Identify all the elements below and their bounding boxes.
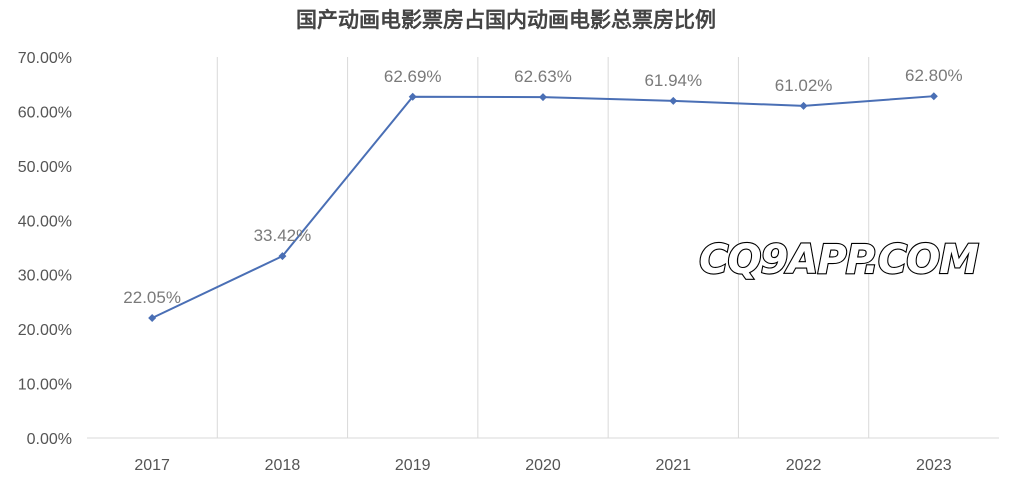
x-tick-label: 2022 <box>786 457 822 474</box>
series <box>148 92 938 322</box>
data-point <box>669 96 678 105</box>
x-tick-label: 2020 <box>525 457 561 474</box>
x-tick-label: 2019 <box>395 457 431 474</box>
x-tick-label: 2017 <box>134 457 170 474</box>
grid <box>87 57 999 439</box>
y-tick-label: 70.00% <box>18 50 72 67</box>
series-line <box>151 95 934 319</box>
watermark: CQ9APP.COM <box>699 237 978 283</box>
data-point <box>278 252 287 261</box>
y-tick-label: 10.00% <box>18 377 72 394</box>
x-tick-label: 2018 <box>265 457 301 474</box>
x-tick-label: 2023 <box>916 457 952 474</box>
y-axis: 0.00% 10.00% 20.00% 30.00% 40.00% 50.00% 60.00… <box>18 50 72 448</box>
y-tick-label: 50.00% <box>18 159 72 176</box>
y-tick-label: 20.00% <box>18 322 72 339</box>
y-tick-label: 0.00% <box>27 431 72 448</box>
data-point <box>799 101 808 110</box>
data-label: 22.05% <box>123 288 181 307</box>
x-tick-label: 2021 <box>655 457 691 474</box>
x-axis: 2017 2018 2019 2020 2021 2022 2023 <box>134 457 951 474</box>
chart-title: 国产动画电影票房占国内动画电影总票房比例 <box>296 7 716 32</box>
data-point <box>148 313 157 322</box>
y-tick-label: 60.00% <box>18 104 72 121</box>
data-point <box>929 92 938 101</box>
data-labels: 22.05% 33.42% 62.69% 62.63% 61.94% 61.02% 62.8… <box>123 66 962 307</box>
data-label: 62.80% <box>905 66 963 85</box>
data-label: 61.02% <box>775 76 833 95</box>
data-label: 61.94% <box>644 71 702 90</box>
data-label: 33.42% <box>254 226 312 245</box>
data-label: 62.69% <box>384 67 442 86</box>
y-tick-label: 40.00% <box>18 213 72 230</box>
y-tick-label: 30.00% <box>18 268 72 285</box>
data-label: 62.63% <box>514 67 572 86</box>
data-point <box>408 92 417 101</box>
data-point <box>539 93 547 102</box>
